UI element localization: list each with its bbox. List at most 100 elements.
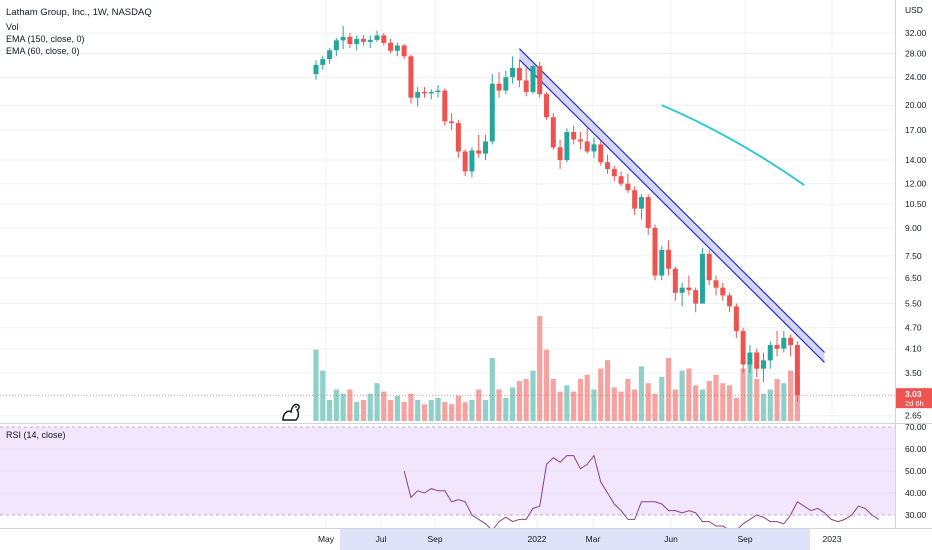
candle-body (367, 39, 373, 42)
candle-body (598, 144, 604, 163)
chart-legend: Latham Group, Inc., 1W, NASDAQ Vol EMA (… (6, 7, 152, 440)
volume-bar (781, 383, 787, 421)
volume-bar (706, 381, 712, 421)
candle-body (564, 131, 570, 161)
volume-bar (679, 370, 685, 421)
candle-body (415, 91, 421, 98)
volume-bar (557, 391, 563, 421)
volume-bar (381, 391, 387, 421)
candle-body (625, 183, 631, 191)
volume-bar (333, 389, 339, 421)
price-axis[interactable]: USD 32.00 28.00 24.00 20.00 17.00 14.00 12.00 10… (896, 5, 932, 520)
candle-body (388, 42, 394, 51)
candle-body (638, 197, 644, 209)
volume-bar (347, 389, 353, 421)
rsi-tick-label: 70.00 (905, 422, 927, 432)
candle-body (503, 77, 509, 91)
candle-body (523, 80, 529, 92)
indicator-vol[interactable]: Vol (6, 22, 19, 32)
ema-60-line (661, 104, 805, 186)
volume-bar (665, 358, 672, 421)
ema-60-path (661, 104, 805, 186)
channel-lower-line (518, 59, 825, 363)
price-tick-label: 14.00 (905, 155, 927, 165)
candle-body (781, 337, 787, 349)
volume-bar (591, 389, 597, 421)
rsi-line (403, 454, 880, 532)
candle-body (320, 59, 326, 65)
candle-body (577, 139, 583, 142)
candle-body (767, 344, 773, 361)
volume-bar (733, 397, 739, 421)
volume-bar (713, 374, 719, 421)
volume-bar (659, 376, 665, 421)
time-tick-label: Jul (376, 534, 387, 544)
time-axis[interactable]: May Jul Sep 2022 Mar Jun Sep 2023 (0, 528, 932, 550)
candle-body (455, 123, 461, 152)
time-tick-label: Jun (664, 534, 678, 544)
time-tick-label: Sep (737, 534, 752, 544)
candle-body (693, 290, 699, 304)
candle-body (510, 67, 516, 78)
volume-bar (428, 400, 434, 421)
volume-bar (618, 391, 624, 421)
candle-body (747, 352, 753, 365)
volume-bar (652, 393, 658, 421)
volume-bar (760, 393, 767, 421)
channel-fill (519, 48, 825, 363)
candle-body (788, 337, 794, 345)
candle-body (544, 94, 550, 118)
time-tick-label: Sep (427, 534, 442, 544)
price-tick-label: 17.00 (905, 125, 927, 135)
indicator-ema-60[interactable]: EMA (60, close, 0) (6, 46, 80, 56)
indicator-ema-150[interactable]: EMA (150, close, 0) (6, 34, 85, 44)
candle-body (740, 331, 746, 365)
volume-bar (550, 379, 556, 421)
candlesticks (313, 25, 800, 402)
rsi-title[interactable]: RSI (14, close) (6, 430, 66, 440)
candle-body (421, 91, 427, 94)
volume-bar (503, 397, 509, 421)
price-tick-label: 4.70 (905, 323, 922, 333)
candle-body (727, 295, 733, 307)
volume-bar (367, 393, 373, 421)
candle-body (496, 83, 502, 91)
candle-body (645, 197, 651, 228)
volume-bar (523, 379, 529, 421)
volume-bar (394, 395, 400, 421)
volume-bar (699, 389, 706, 421)
volume-bar (482, 400, 489, 421)
candle-body (530, 66, 536, 92)
volume-bar (584, 374, 590, 421)
volume-bar (415, 400, 421, 421)
time-tick-label: Mar (586, 534, 601, 544)
candle-body (516, 67, 522, 81)
volume-bars (313, 316, 800, 421)
volume-bar (421, 404, 428, 421)
downtrend-channel[interactable] (518, 48, 825, 363)
candle-body (537, 66, 543, 95)
countdown-label: 2d 6h (905, 399, 924, 408)
candle-body (611, 169, 617, 177)
candle-body (733, 306, 739, 332)
candle-body (699, 253, 705, 304)
candle-body (401, 45, 407, 57)
volume-bar (611, 387, 617, 421)
candle-body (394, 45, 400, 51)
price-tick-label: 10.50 (905, 199, 927, 209)
candle-body (340, 36, 346, 41)
candle-body (469, 150, 475, 172)
volume-bar (516, 381, 522, 421)
time-tick-label: May (318, 534, 335, 544)
volume-bar (604, 360, 611, 421)
last-price-label: 3.03 (905, 389, 922, 399)
volume-bar (408, 393, 414, 421)
volume-bar (360, 400, 367, 421)
candle-body (679, 287, 685, 293)
price-tick-label: 7.50 (905, 251, 922, 261)
candle-body (706, 253, 712, 281)
candle-body (333, 40, 339, 51)
candle-body (489, 83, 495, 142)
volume-bar (740, 368, 746, 421)
